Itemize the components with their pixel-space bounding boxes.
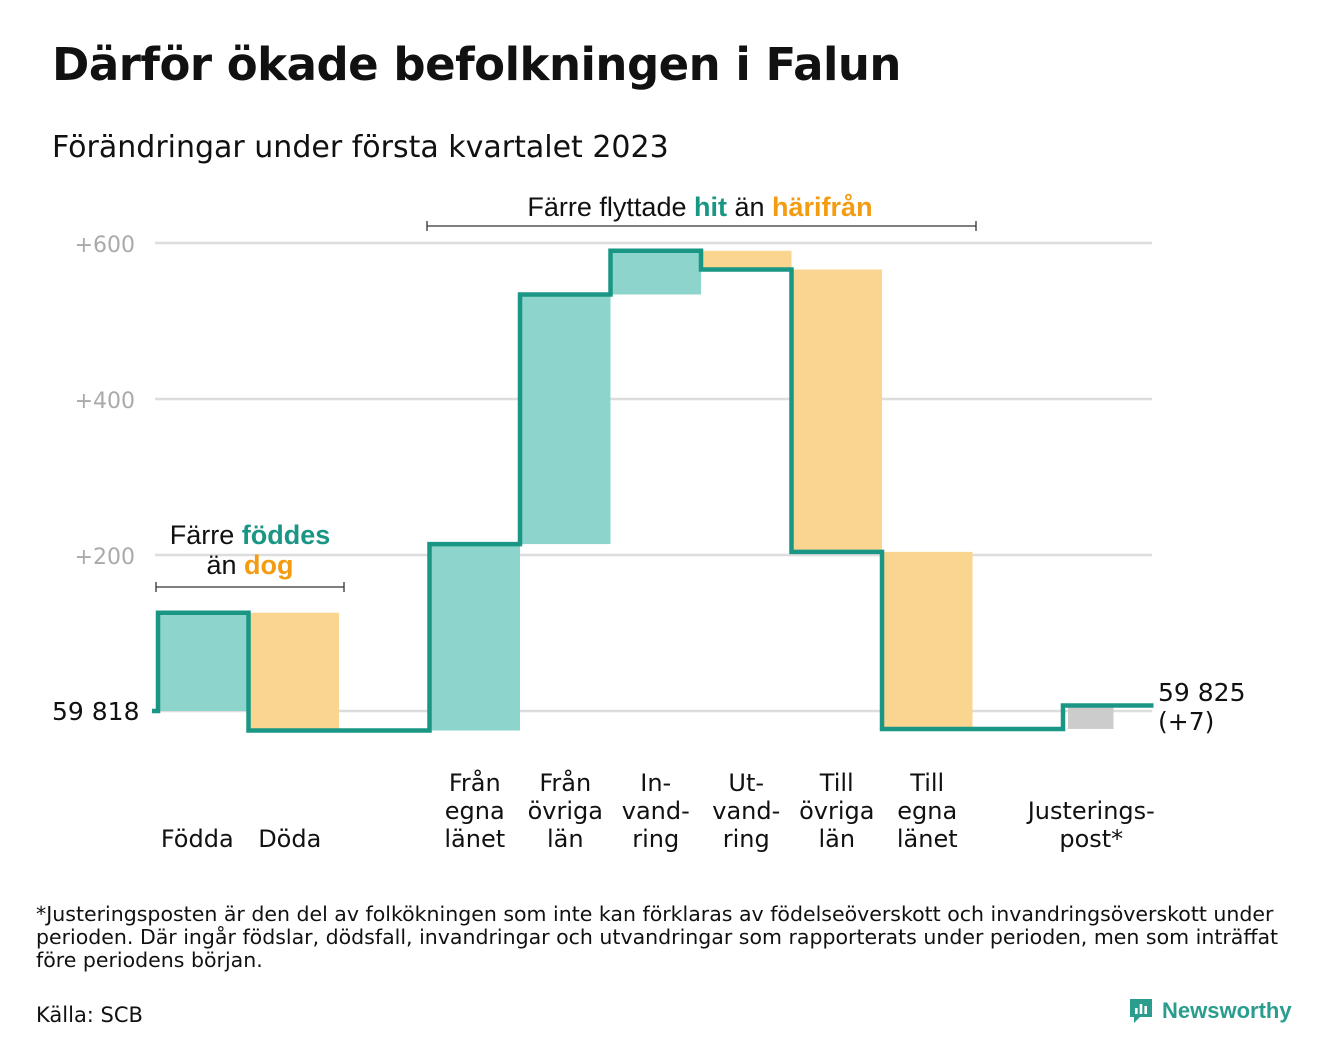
- annotation-births-line2: än dog: [206, 550, 293, 580]
- annotation-highlight: dog: [244, 550, 293, 580]
- x-category-label: län: [818, 825, 855, 853]
- annotation-highlight: hit: [694, 192, 727, 222]
- start-value-label: 59 818: [52, 697, 139, 726]
- x-category-label: övriga: [799, 797, 874, 825]
- x-category-label: Till: [909, 769, 944, 797]
- end-value-label: (+7): [1158, 707, 1214, 736]
- annotation-highlight: föddes: [242, 520, 331, 550]
- x-category-label: egna: [445, 797, 505, 825]
- x-category-label: Ut-: [728, 769, 764, 797]
- footnote: *Justeringsposten är den del av folkökni…: [36, 902, 1279, 972]
- brand-logo: Newsworthy: [1128, 997, 1292, 1025]
- x-category-label: Födda: [161, 825, 234, 853]
- annotation-text: än: [727, 192, 772, 222]
- x-category-label: länet: [444, 825, 505, 853]
- waterfall-bar: [1068, 705, 1114, 729]
- waterfall-bar: [610, 250, 701, 295]
- x-category-label: post*: [1059, 825, 1123, 853]
- annotation-text: Färre: [170, 520, 242, 550]
- waterfall-bar: [701, 250, 792, 270]
- source-note: Källa: SCB: [36, 1003, 143, 1027]
- waterfall-bar: [248, 612, 339, 731]
- population-step-line: [152, 248, 1154, 733]
- waterfall-bar: [429, 544, 520, 731]
- waterfall-bar: [791, 269, 882, 552]
- x-category-label: vand-: [712, 797, 780, 825]
- annotation-text: än: [206, 550, 244, 580]
- x-category-label: Justerings-: [1026, 797, 1155, 825]
- y-tick-label: +600: [75, 233, 135, 258]
- x-category-label: In-: [640, 769, 671, 797]
- brand-name: Newsworthy: [1162, 998, 1292, 1023]
- y-tick-label: +400: [75, 389, 135, 414]
- newsworthy-logo-icon: [1130, 999, 1152, 1023]
- y-tick-label: +200: [75, 545, 135, 570]
- waterfall-bar: [158, 612, 249, 711]
- x-category-label: övriga: [528, 797, 603, 825]
- x-category-label: ring: [723, 825, 770, 853]
- annotation-highlight: härifrån: [772, 192, 873, 222]
- waterfall-bar: [520, 294, 611, 545]
- annotation-births-line1: Färre föddes: [170, 520, 331, 550]
- x-category-label: Från: [449, 768, 501, 797]
- x-category-label: länet: [897, 825, 958, 853]
- bars-group: [158, 250, 1114, 731]
- x-category-label: egna: [897, 797, 957, 825]
- waterfall-bar: [882, 551, 973, 729]
- x-category-label: vand-: [622, 797, 690, 825]
- annotation-text: Färre flyttade: [527, 192, 694, 222]
- x-category-label: Från: [539, 768, 591, 797]
- end-value-label: 59 825: [1158, 678, 1245, 707]
- annotation-migration: Färre flyttade hit än härifrån: [527, 192, 872, 222]
- x-category-label: Till: [819, 769, 854, 797]
- x-category-label: ring: [632, 825, 679, 853]
- chart-title: Därför ökade befolkningen i Falun: [52, 38, 901, 91]
- x-category-label: Döda: [258, 825, 321, 853]
- x-category-label: län: [547, 825, 584, 853]
- chart-subtitle: Förändringar under första kvartalet 2023: [52, 130, 669, 165]
